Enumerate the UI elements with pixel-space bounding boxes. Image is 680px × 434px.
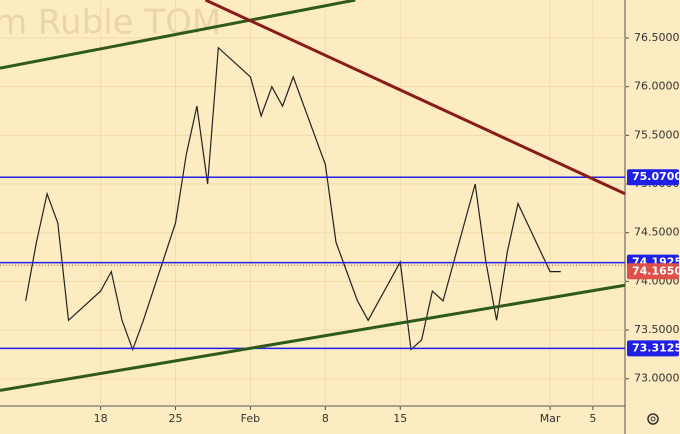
level-box <box>627 340 679 357</box>
x-tick-label: 18 <box>94 412 108 425</box>
x-tick-label: 15 <box>393 412 407 425</box>
gear-hub[interactable] <box>650 416 656 422</box>
x-tick-label: Mar <box>540 412 561 425</box>
trend-line <box>0 0 356 70</box>
level-label: 73.3125 <box>632 341 680 354</box>
trend-line <box>204 0 626 196</box>
gear[interactable] <box>647 413 659 425</box>
x-tick-label: Feb <box>241 412 260 425</box>
grid <box>0 0 625 406</box>
x-tick-label: 8 <box>322 412 329 425</box>
settings-icon[interactable] <box>647 413 659 425</box>
y-tick-label: 75.5000 <box>634 128 680 141</box>
y-tick-label: 76.0000 <box>634 80 680 93</box>
last-price-label: 74.1650 <box>632 264 680 277</box>
x-tick-label: 25 <box>169 412 183 425</box>
y-tick-label: 74.5000 <box>634 226 680 239</box>
y-tick-label: 73.5000 <box>634 323 680 336</box>
y-tick-label: 73.0000 <box>634 372 680 385</box>
level-label: 75.0700 <box>632 170 680 183</box>
level-box <box>627 169 679 186</box>
y-tick-label: 76.5000 <box>634 31 680 44</box>
trend-line <box>0 283 626 392</box>
x-tick-label: 5 <box>589 412 596 425</box>
price-line <box>25 46 561 352</box>
watermark-title: m Ruble TOM <box>0 3 221 43</box>
last-price-box <box>627 263 679 280</box>
